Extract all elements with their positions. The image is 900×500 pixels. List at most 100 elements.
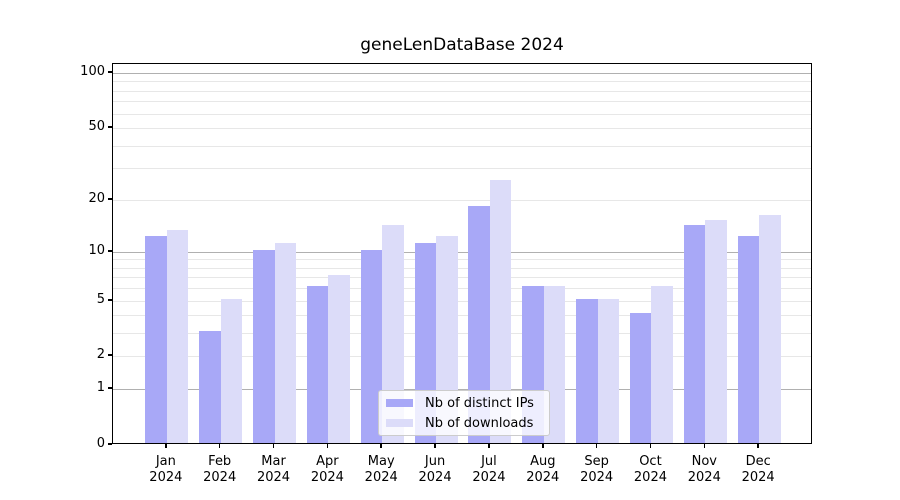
bar-distinct-ips-feb: [199, 331, 221, 443]
bar-downloads-nov: [705, 219, 727, 443]
minor-gridline-20: [113, 199, 811, 201]
x-tick-label-oct: Oct 2024: [618, 454, 682, 486]
major-gridline-10: [113, 251, 811, 253]
x-tick-month-aug: Aug: [530, 454, 556, 469]
x-tick-label-aug: Aug 2024: [511, 454, 575, 486]
y-tick-label-10: 10: [88, 242, 105, 258]
minor-gridline-90: [113, 81, 811, 83]
x-tick-label-jun: Jun 2024: [403, 454, 467, 486]
x-tick-month-may: May: [367, 454, 395, 469]
minor-gridline-30: [113, 168, 811, 170]
x-tick-label-dec: Dec 2024: [726, 454, 790, 486]
minor-gridline-8: [113, 267, 811, 269]
x-tick-year-jun: 2024: [418, 470, 452, 485]
x-tick-year-dec: 2024: [741, 470, 775, 485]
minor-gridline-80: [113, 90, 811, 92]
x-tick-sep: [595, 444, 598, 448]
x-tick-feb: [218, 444, 221, 448]
bar-downloads-jul: [489, 180, 512, 443]
bar-distinct-ips-sep: [576, 298, 598, 443]
x-tick-month-dec: Dec: [745, 454, 771, 469]
bar-distinct-ips-oct: [629, 313, 652, 443]
x-tick-year-feb: 2024: [203, 470, 237, 485]
y-tick-label-5: 5: [96, 291, 105, 307]
x-tick-year-oct: 2024: [633, 470, 667, 485]
y-tick-2: [108, 354, 112, 357]
y-tick-1: [108, 387, 112, 390]
x-tick-year-jan: 2024: [149, 470, 183, 485]
x-tick-label-sep: Sep 2024: [565, 454, 629, 486]
x-tick-aug: [542, 444, 544, 448]
bar-downloads-dec: [759, 214, 781, 443]
bar-downloads-mar: [274, 242, 297, 443]
x-tick-month-mar: Mar: [261, 454, 286, 469]
x-tick-may: [380, 444, 382, 448]
bar-distinct-ips-may: [360, 249, 383, 443]
minor-gridline-4: [113, 315, 811, 317]
x-tick-year-aug: 2024: [526, 470, 560, 485]
minor-gridline-50: [113, 128, 811, 130]
bar-distinct-ips-jul: [468, 205, 490, 443]
bar-distinct-ips-dec: [737, 236, 760, 443]
bar-downloads-sep: [597, 298, 620, 443]
x-tick-label-jul: Jul 2024: [457, 454, 521, 486]
x-tick-month-nov: Nov: [691, 454, 717, 469]
minor-gridline-7: [113, 277, 811, 279]
minor-gridline-60: [113, 113, 811, 115]
x-tick-label-jan: Jan 2024: [134, 454, 198, 486]
bar-downloads-oct: [651, 286, 673, 443]
y-tick-label-2: 2: [96, 347, 105, 363]
y-tick-10: [108, 249, 112, 252]
legend-item-distinct-ips: Nb of distinct IPs: [386, 396, 541, 411]
y-tick-5: [108, 298, 112, 301]
major-gridline-100: [113, 73, 811, 75]
y-tick-label-100: 100: [80, 64, 105, 80]
x-tick-month-feb: Feb: [208, 454, 232, 469]
x-tick-jun: [434, 444, 436, 448]
bar-downloads-feb: [220, 298, 243, 443]
x-tick-month-sep: Sep: [584, 454, 609, 469]
x-tick-label-apr: Apr 2024: [295, 454, 359, 486]
x-tick-month-jun: Jun: [424, 454, 446, 469]
bar-downloads-may: [382, 224, 404, 443]
x-tick-month-jan: Jan: [155, 454, 176, 469]
x-tick-month-apr: Apr: [316, 454, 339, 469]
x-tick-year-may: 2024: [364, 470, 398, 485]
x-tick-year-sep: 2024: [580, 470, 614, 485]
bar-downloads-jan: [166, 230, 189, 443]
x-tick-label-feb: Feb 2024: [188, 454, 252, 486]
chart-title: geneLenDataBase 2024: [360, 35, 564, 55]
x-tick-jan: [165, 444, 167, 448]
x-tick-apr: [326, 444, 329, 448]
x-tick-year-mar: 2024: [256, 470, 291, 485]
y-tick-label-1: 1: [96, 380, 105, 396]
x-tick-label-may: May 2024: [349, 454, 413, 486]
minor-gridline-3: [113, 333, 811, 335]
legend: Nb of distinct IPs Nb of downloads: [378, 390, 550, 436]
x-tick-label-nov: Nov 2024: [672, 454, 736, 486]
bar-distinct-ips-mar: [253, 249, 275, 443]
minor-gridline-5: [113, 300, 811, 302]
x-tick-year-apr: 2024: [310, 470, 344, 485]
minor-gridline-40: [113, 145, 811, 147]
bar-downloads-apr: [328, 275, 350, 443]
x-tick-jul: [488, 444, 490, 448]
x-tick-mar: [272, 444, 275, 448]
major-gridline-1: [113, 389, 811, 391]
minor-gridline-2: [113, 356, 811, 358]
legend-swatch-distinct-ips: [386, 399, 413, 407]
y-tick-label-50: 50: [88, 119, 105, 135]
minor-gridline-9: [113, 259, 811, 261]
legend-item-downloads: Nb of downloads: [386, 416, 541, 431]
plot-area: [112, 63, 812, 444]
y-tick-50: [108, 126, 112, 129]
x-tick-dec: [757, 444, 759, 448]
bar-distinct-ips-apr: [306, 286, 329, 443]
x-tick-oct: [649, 444, 652, 448]
minor-gridline-70: [113, 101, 811, 103]
x-tick-month-oct: Oct: [639, 454, 662, 469]
y-tick-label-0: 0: [96, 436, 105, 451]
y-tick-0: [108, 443, 112, 445]
minor-gridline-6: [113, 288, 811, 290]
